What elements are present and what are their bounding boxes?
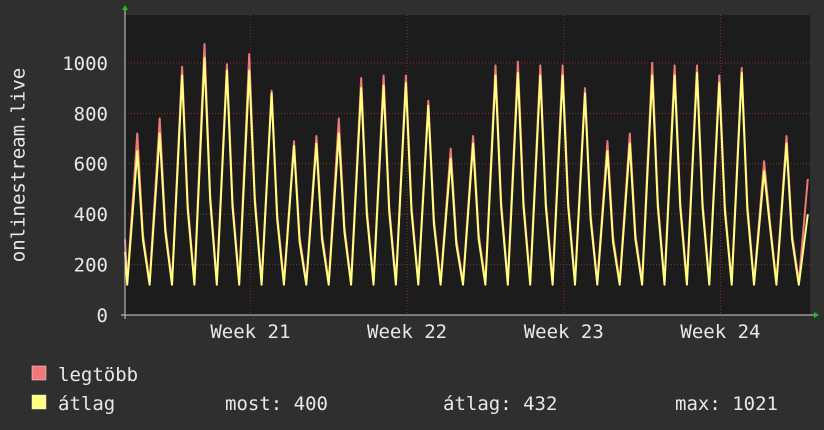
legend-swatch — [31, 394, 47, 410]
y-tick-label: 1000 — [62, 53, 108, 75]
axis-arrow — [122, 5, 128, 10]
x-tick-label: Week 23 — [524, 321, 604, 343]
y-tick-label: 400 — [74, 204, 108, 226]
legend-swatch — [31, 365, 47, 381]
stat-label: átlag: 432 — [443, 393, 557, 415]
legend-label: legtöbb — [58, 364, 138, 386]
y-axis-label: onlinestream.live — [8, 68, 30, 262]
y-tick-label: 200 — [74, 255, 108, 277]
stat-label: max: 1021 — [675, 393, 778, 415]
series-line — [124, 56, 809, 286]
y-tick-label: 800 — [74, 103, 108, 125]
x-tick-label: Week 24 — [680, 321, 760, 343]
axis-arrow — [814, 312, 819, 318]
y-tick-label: 600 — [74, 154, 108, 176]
legend-label: átlag — [58, 393, 115, 415]
x-tick-label: Week 21 — [210, 321, 290, 343]
stat-label: most: 400 — [225, 393, 328, 415]
y-tick-label: 0 — [97, 305, 108, 327]
x-tick-label: Week 22 — [367, 321, 447, 343]
